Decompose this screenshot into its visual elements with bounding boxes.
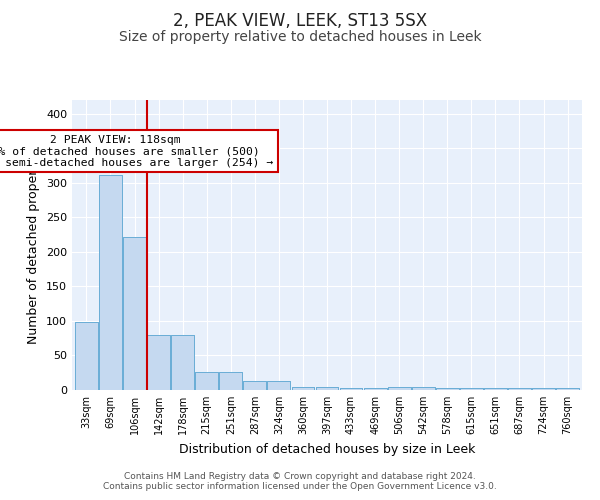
Bar bbox=[268, 381, 290, 390]
Bar bbox=[364, 388, 386, 390]
Bar bbox=[268, 381, 290, 390]
Bar bbox=[436, 388, 459, 390]
Bar bbox=[412, 386, 434, 390]
Bar bbox=[171, 335, 194, 390]
Bar bbox=[340, 388, 362, 390]
Bar bbox=[75, 322, 98, 390]
Text: 2, PEAK VIEW, LEEK, ST13 5SX: 2, PEAK VIEW, LEEK, ST13 5SX bbox=[173, 12, 427, 30]
Bar bbox=[220, 372, 242, 390]
Bar bbox=[292, 386, 314, 390]
Bar bbox=[508, 388, 531, 390]
Bar bbox=[364, 388, 386, 390]
Bar bbox=[316, 386, 338, 390]
Bar bbox=[99, 176, 122, 390]
Bar bbox=[388, 386, 410, 390]
Bar bbox=[484, 388, 507, 390]
Bar bbox=[220, 372, 242, 390]
Bar bbox=[556, 388, 579, 390]
Bar bbox=[532, 388, 555, 390]
Bar bbox=[244, 381, 266, 390]
Text: Contains HM Land Registry data © Crown copyright and database right 2024.
Contai: Contains HM Land Registry data © Crown c… bbox=[103, 472, 497, 491]
Bar bbox=[123, 236, 146, 390]
Y-axis label: Number of detached properties: Number of detached properties bbox=[28, 146, 40, 344]
Bar bbox=[147, 335, 170, 390]
Bar bbox=[316, 386, 338, 390]
Bar bbox=[460, 388, 483, 390]
Bar bbox=[171, 335, 194, 390]
Bar bbox=[99, 176, 122, 390]
Bar bbox=[460, 388, 483, 390]
Text: 2 PEAK VIEW: 118sqm
← 66% of detached houses are smaller (500)
33% of semi-detac: 2 PEAK VIEW: 118sqm ← 66% of detached ho… bbox=[0, 134, 274, 168]
Bar bbox=[508, 388, 531, 390]
Bar bbox=[147, 335, 170, 390]
Bar bbox=[292, 386, 314, 390]
Bar bbox=[75, 322, 98, 390]
Bar bbox=[388, 386, 410, 390]
Bar bbox=[195, 372, 218, 390]
X-axis label: Distribution of detached houses by size in Leek: Distribution of detached houses by size … bbox=[179, 442, 475, 456]
Bar bbox=[195, 372, 218, 390]
Bar bbox=[244, 381, 266, 390]
Bar bbox=[532, 388, 555, 390]
Bar bbox=[484, 388, 507, 390]
Bar bbox=[436, 388, 459, 390]
Bar bbox=[123, 236, 146, 390]
Bar bbox=[412, 386, 434, 390]
Bar bbox=[340, 388, 362, 390]
Text: Size of property relative to detached houses in Leek: Size of property relative to detached ho… bbox=[119, 30, 481, 44]
Bar bbox=[556, 388, 579, 390]
